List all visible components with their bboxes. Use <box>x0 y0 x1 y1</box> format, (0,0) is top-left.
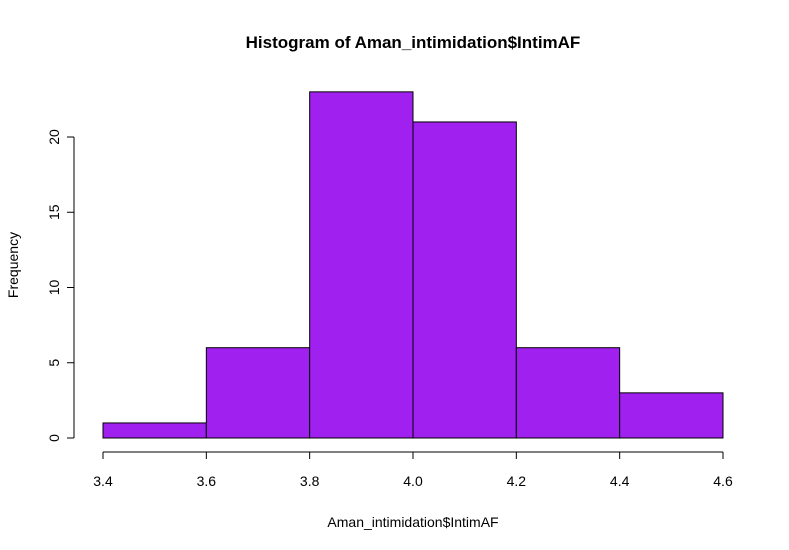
histogram-bar-0 <box>102 422 207 439</box>
x-tick-label-1: 3.6 <box>197 473 217 489</box>
y-tick-label-1: 5 <box>46 359 62 367</box>
x-tick-label-2: 3.8 <box>300 473 320 489</box>
x-tick-label-4: 4.2 <box>507 473 527 489</box>
y-tick-label-4: 20 <box>46 129 62 145</box>
bars-group <box>102 91 724 439</box>
histogram-bar-5 <box>619 392 724 439</box>
y-axis-label: Frequency <box>5 232 21 298</box>
histogram-bar-1 <box>205 347 311 439</box>
x-tick-label-0: 3.4 <box>93 473 113 489</box>
x-tick-label-6: 4.6 <box>713 473 733 489</box>
chart-title: Histogram of Aman_intimidation$IntimAF <box>246 33 581 52</box>
x-tick-label-5: 4.4 <box>610 473 630 489</box>
x-axis-label: Aman_intimidation$IntimAF <box>327 514 498 530</box>
x-axis: 3.4 3.6 3.8 4.0 4.2 4.4 4.6 <box>93 451 733 489</box>
x-tick-label-3: 4.0 <box>403 473 423 489</box>
histogram-bar-2 <box>309 91 414 439</box>
y-tick-label-3: 15 <box>46 204 62 220</box>
histogram-bar-3 <box>412 121 517 439</box>
y-tick-label-0: 0 <box>46 434 62 442</box>
y-axis: 0 5 10 15 20 <box>46 129 75 442</box>
y-tick-label-2: 10 <box>46 280 62 296</box>
histogram-bar-4 <box>515 347 621 439</box>
